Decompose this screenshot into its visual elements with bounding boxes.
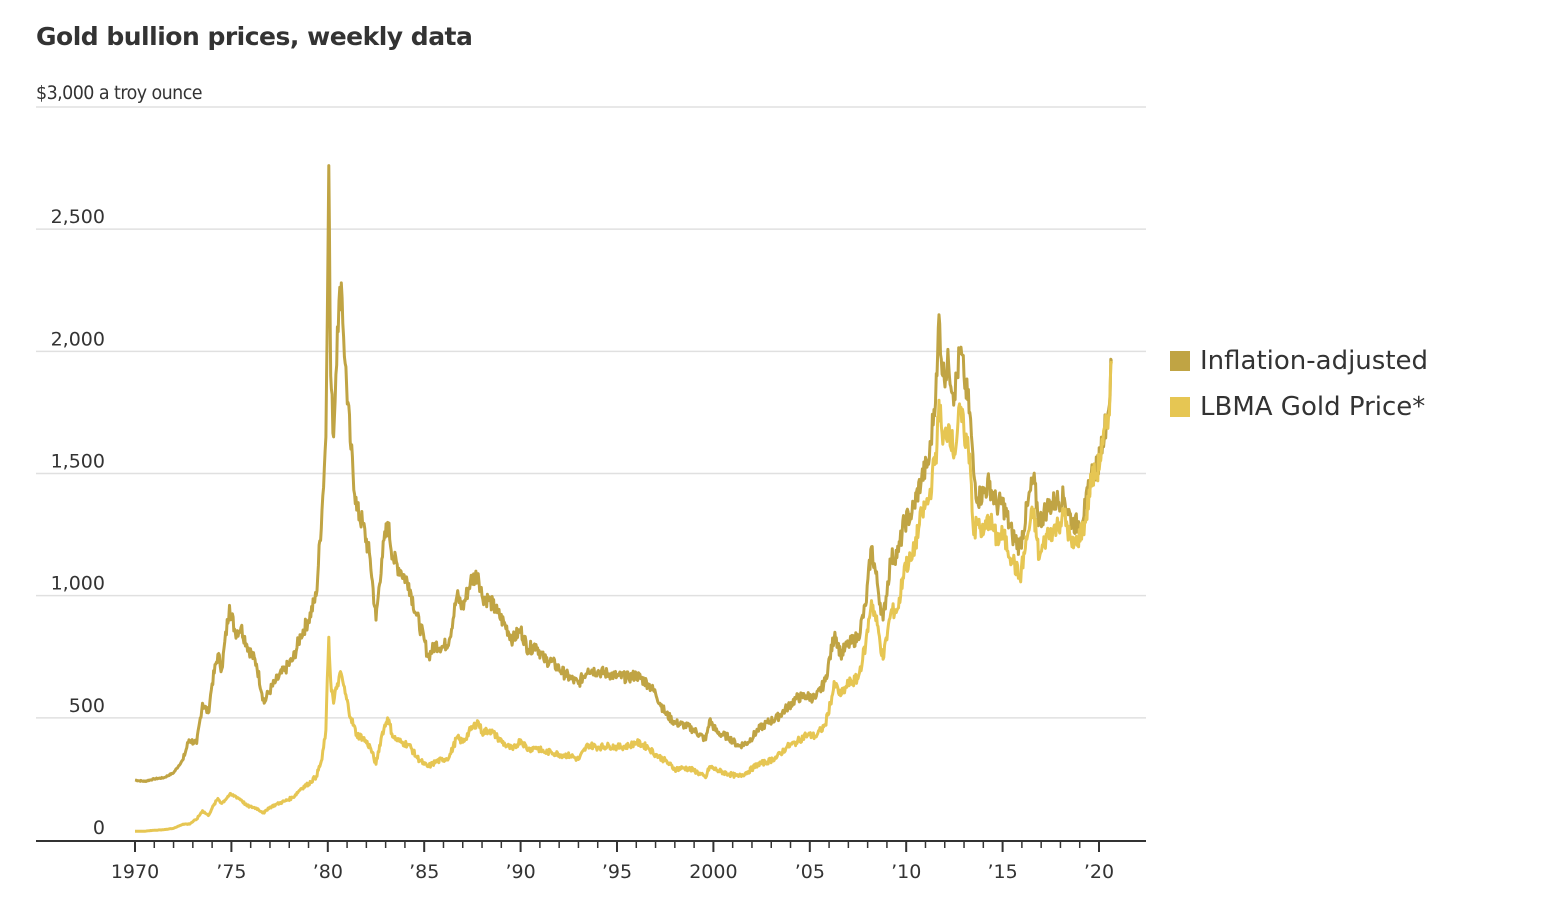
legend-item-inflation-adjusted: Inflation-adjusted xyxy=(1170,338,1428,384)
x-tick-label: ’95 xyxy=(602,861,632,883)
x-tick-label: ’20 xyxy=(1084,861,1114,883)
chart-title: Gold bullion prices, weekly data xyxy=(36,22,473,51)
x-tick-label: 1970 xyxy=(111,861,159,883)
y-axis-unit-label: $3,000 a troy ounce xyxy=(36,82,203,104)
x-tick-label: ’80 xyxy=(313,861,343,883)
x-tick-label: ’15 xyxy=(987,861,1017,883)
y-tick-label: 1,500 xyxy=(51,451,105,473)
x-tick-label: 2000 xyxy=(689,861,737,883)
x-tick-label: ’85 xyxy=(409,861,439,883)
legend-item-lbma-gold-price: LBMA Gold Price* xyxy=(1170,384,1428,430)
gridlines xyxy=(36,106,1146,719)
legend-swatch-icon xyxy=(1170,397,1190,417)
series-lines xyxy=(134,164,1113,833)
legend-label: LBMA Gold Price* xyxy=(1200,392,1426,422)
legend-swatch-icon xyxy=(1170,351,1190,371)
y-tick-label: 2,500 xyxy=(51,206,105,228)
x-tick-label: ’75 xyxy=(216,861,246,883)
legend-label: Inflation-adjusted xyxy=(1200,346,1429,376)
x-tick-label: ’10 xyxy=(891,861,921,883)
series-line-inflation-adjusted xyxy=(134,164,1113,783)
y-tick-label: 500 xyxy=(69,695,105,717)
legend: Inflation-adjusted LBMA Gold Price* xyxy=(1170,338,1428,430)
y-axis-ticks: 0 500 1,000 1,500 2,000 2,500 xyxy=(51,206,105,839)
x-tick-label: ’05 xyxy=(795,861,825,883)
x-axis: 1970 ’75 ’80 ’85 ’90 ’95 2000 ’05 ’10 ’15 ’20 xyxy=(36,840,1146,883)
y-tick-label: 2,000 xyxy=(51,328,105,350)
x-tick-label: ’90 xyxy=(505,861,535,883)
y-tick-label: 1,000 xyxy=(51,573,105,595)
y-tick-label: 0 xyxy=(93,817,105,839)
series-line-lbma-gold-price xyxy=(134,360,1113,833)
